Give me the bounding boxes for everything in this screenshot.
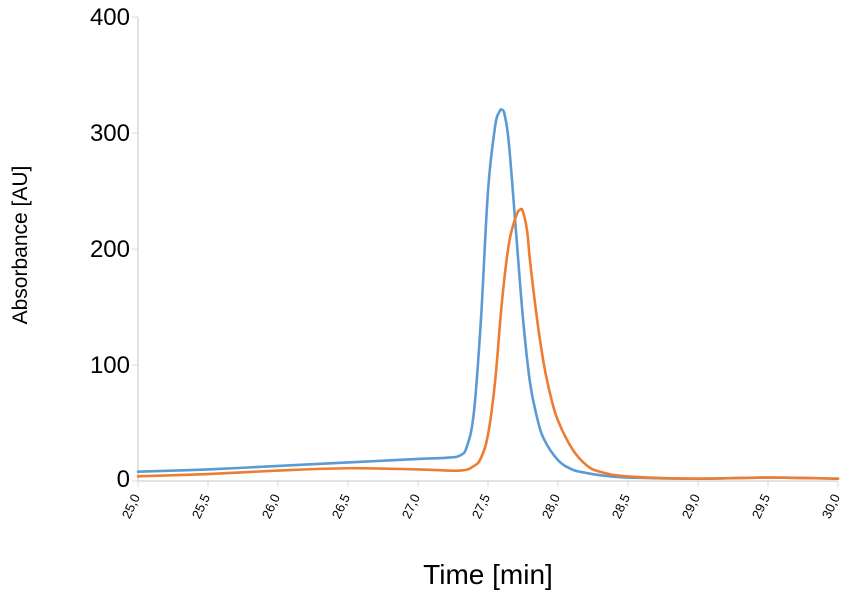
series-line-1 — [136, 108, 840, 480]
x-tick-label: 29,5 — [749, 492, 773, 521]
series-line-2 — [136, 207, 840, 480]
y-axis-label: Absorbance [AU] — [9, 166, 32, 325]
y-tick-label: 0 — [117, 466, 130, 493]
series-layer — [136, 108, 840, 480]
x-tick-label: 27,5 — [469, 492, 493, 521]
x-tick-label: 26,0 — [259, 492, 283, 521]
x-tick-label: 28,5 — [609, 492, 633, 521]
x-tick-label: 29,0 — [679, 492, 703, 521]
y-tick-label: 100 — [90, 352, 130, 379]
axes — [132, 16, 839, 487]
x-tick-label: 25,5 — [189, 492, 213, 521]
y-tick-label: 200 — [90, 236, 130, 263]
x-tick-label: 30,0 — [819, 492, 843, 521]
x-tick-label: 27,0 — [399, 492, 423, 521]
ticks-layer: 0 100 200 300 400 25,0 25,5 26,0 26,5 27,0 27,5 28,… — [90, 4, 843, 521]
x-axis-label: Time [min] — [423, 559, 553, 590]
x-tick-label: 28,0 — [539, 492, 563, 521]
x-tick-label: 25,0 — [119, 492, 143, 521]
y-tick-label: 300 — [90, 120, 130, 147]
x-tick-label: 26,5 — [329, 492, 353, 521]
y-tick-label: 400 — [90, 4, 130, 31]
